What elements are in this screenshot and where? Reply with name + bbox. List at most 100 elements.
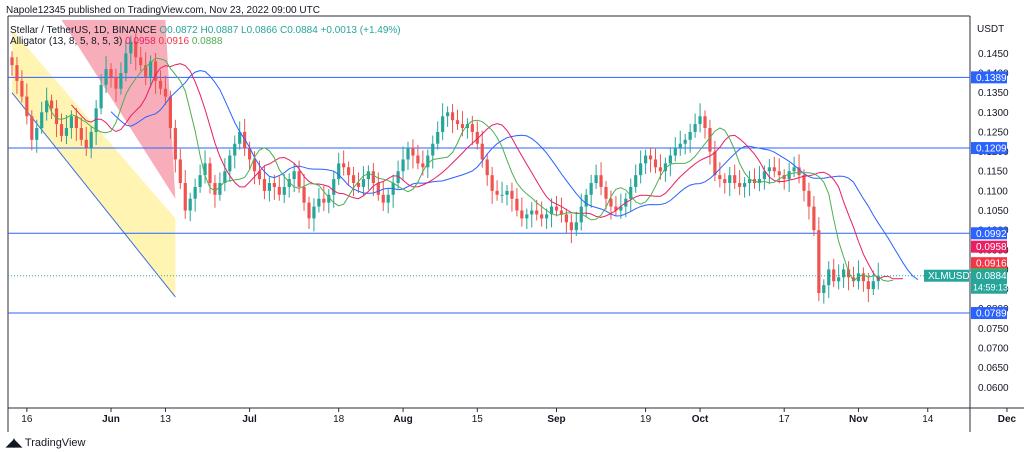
candle-body (470, 124, 474, 132)
y-tick-label: 0.1250 (978, 127, 1009, 138)
alligator-jaw-value: 0.0958 (125, 36, 156, 47)
candle-body (257, 171, 262, 180)
candle-body (361, 179, 366, 187)
candle-body (510, 190, 514, 199)
indicator-price-label: 0.0916 (976, 259, 1007, 270)
candle-body (772, 167, 776, 172)
candle-body (401, 159, 405, 172)
candle-body (708, 128, 712, 152)
candle-body (366, 171, 370, 180)
candle-body (525, 214, 529, 219)
candle-body (713, 151, 717, 176)
candle-body (79, 128, 83, 140)
candle-body (282, 186, 286, 195)
candle-body (342, 163, 346, 168)
candle-body (609, 198, 613, 207)
last-price-label: 0.0884 (976, 271, 1007, 282)
candle-body (59, 124, 64, 136)
candle-body (30, 116, 34, 140)
candle-body (297, 171, 301, 187)
y-axis-title: USDT (977, 24, 1004, 35)
candle-body (396, 171, 400, 184)
candle-body (436, 131, 440, 144)
candle-body (89, 131, 93, 148)
candle-body (861, 273, 865, 282)
tradingview-logo[interactable]: ◢◣ TradingView (6, 436, 85, 450)
x-tick-label: Aug (393, 414, 412, 425)
candle-body (233, 143, 237, 156)
y-tick-label: 0.1050 (978, 206, 1009, 217)
candle-body (678, 143, 682, 148)
candle-body (198, 175, 202, 187)
candle-body (777, 171, 781, 176)
candle-body (168, 96, 172, 129)
candle-body (842, 269, 846, 278)
candle-body (554, 206, 559, 211)
candle-body (203, 163, 207, 176)
candle-body (371, 171, 375, 184)
candle-body (10, 57, 14, 66)
candle-body (40, 112, 44, 129)
alligator-teeth-line (71, 63, 904, 280)
alligator-lips-value: 0.0888 (191, 36, 223, 47)
x-tick-label: 13 (160, 414, 172, 425)
candle-body (540, 214, 544, 219)
candle-body (846, 269, 851, 278)
candle-body (277, 186, 281, 195)
candle-body (505, 190, 509, 195)
candle-body (629, 186, 633, 199)
symbol-legend: Stellar / TetherUS, 1D, BINANCE O0.0872 … (10, 25, 401, 36)
candle-body (812, 206, 816, 231)
candle-body (767, 167, 771, 172)
candle-body (327, 194, 331, 203)
candle-body (480, 143, 484, 160)
candle-body (94, 108, 98, 132)
candle-body (495, 190, 499, 195)
candle-body (158, 80, 163, 89)
candle-body (614, 206, 618, 211)
level-price-tag (971, 227, 1007, 240)
candle-body (723, 179, 727, 184)
candle-body (35, 128, 39, 140)
candle-body (475, 131, 479, 144)
candle-body (248, 147, 252, 160)
candle-body (15, 65, 19, 81)
candle-body (530, 210, 534, 215)
candle-body (50, 100, 54, 109)
candle-body (866, 281, 870, 290)
level-price-label: 0.0789 (976, 309, 1007, 320)
candle-body (673, 147, 677, 156)
candle-body (337, 163, 341, 180)
candle-body (757, 179, 762, 184)
candle-body (446, 112, 450, 117)
candle-body (252, 159, 257, 172)
ohlc-values: O0.0872 H0.0887 L0.0866 C0.0884 +0.0013 … (159, 25, 401, 36)
candle-body (54, 108, 59, 125)
candle-body (153, 61, 158, 81)
candle-body (589, 183, 593, 195)
candle-body (99, 84, 103, 109)
candle-body (822, 285, 826, 294)
candle-body (688, 131, 692, 140)
candle-body (559, 210, 564, 215)
candle-body (545, 214, 549, 219)
y-tick-label: 0.0650 (978, 363, 1009, 374)
candle-body (639, 163, 643, 176)
candle-body (267, 183, 271, 191)
indicator-price-label: 0.0958 (976, 242, 1007, 253)
candle-body (549, 206, 554, 215)
candle-body (312, 206, 316, 219)
candle-body (183, 183, 187, 211)
candle-body (406, 147, 410, 160)
indicator-price-tag (971, 240, 1007, 253)
candle-body (668, 155, 672, 164)
x-tick-label: 18 (333, 414, 345, 425)
candle-body (683, 139, 687, 144)
candle-body (564, 214, 568, 223)
candle-body (144, 65, 148, 77)
level-price-label: 0.1209 (976, 144, 1007, 155)
candle-body (134, 41, 138, 58)
candle-body (802, 175, 806, 191)
publisher-line: Napole12345 published on TradingView.com… (6, 5, 320, 16)
